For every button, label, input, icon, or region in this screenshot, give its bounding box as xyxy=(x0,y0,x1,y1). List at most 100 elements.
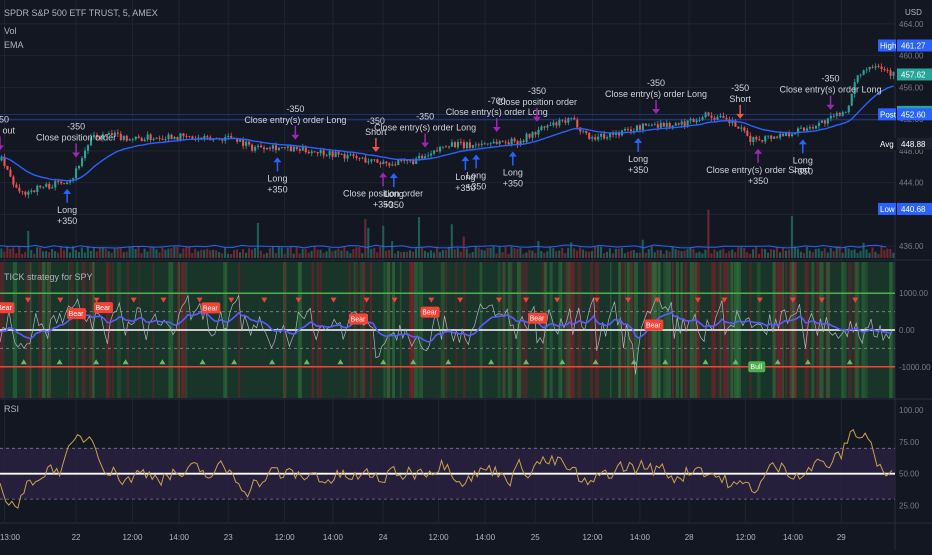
candle-body xyxy=(292,146,295,152)
candle-body xyxy=(468,142,471,148)
candle-body xyxy=(740,127,743,129)
signal-qty-label: +350 xyxy=(628,165,648,175)
volume-bar xyxy=(206,248,209,258)
volume-bar xyxy=(713,249,716,258)
candle-body xyxy=(501,141,504,143)
time-axis-label: 23 xyxy=(224,533,233,542)
long-signal-arrow xyxy=(508,151,517,157)
candle-body xyxy=(155,137,158,139)
candle-body xyxy=(573,117,576,120)
signal-order-label: ped out xyxy=(0,125,16,135)
volume-bar xyxy=(283,253,286,258)
tick-axis-label: 0.00 xyxy=(899,326,915,335)
candle-body xyxy=(51,187,54,189)
volume-bar xyxy=(772,249,776,258)
volume-bar xyxy=(859,250,862,258)
volume-bar xyxy=(874,251,877,258)
volume-bar xyxy=(838,246,841,258)
candle-body xyxy=(477,144,480,146)
candle-body xyxy=(561,119,564,121)
close-signal-arrow xyxy=(291,134,300,140)
volume-bar xyxy=(286,247,289,258)
volume-indicator-label[interactable]: Vol xyxy=(4,26,17,36)
volume-bar xyxy=(528,249,531,258)
candle-body xyxy=(355,156,358,158)
candle-body xyxy=(110,133,113,136)
volume-bar xyxy=(250,249,253,258)
bear-label: Bear xyxy=(0,305,13,312)
candle-body xyxy=(295,146,298,150)
candle-body xyxy=(805,128,809,131)
candle-body xyxy=(21,191,24,193)
price-tag-name: High xyxy=(880,41,896,50)
candle-body xyxy=(298,149,301,151)
candle-body xyxy=(743,127,746,131)
sell-marker xyxy=(261,297,268,303)
volume-bar xyxy=(27,230,30,258)
sell-marker xyxy=(363,297,370,303)
volume-bar xyxy=(21,253,24,258)
volume-bar xyxy=(516,248,519,258)
volume-bar xyxy=(761,248,764,258)
price-tick-label: 464.00 xyxy=(899,20,924,29)
candle-body xyxy=(892,72,895,76)
candle-body xyxy=(865,69,868,71)
volume-bar xyxy=(489,247,492,258)
candle-body xyxy=(853,82,856,94)
volume-bar xyxy=(382,225,385,258)
volume-bar xyxy=(152,247,155,258)
volume-bar xyxy=(883,250,886,258)
volume-bar xyxy=(301,248,304,258)
price-tag-value-bg xyxy=(897,108,932,121)
candle-body xyxy=(489,143,492,145)
volume-bar xyxy=(749,253,752,258)
volume-bar xyxy=(802,252,805,258)
volume-bar xyxy=(823,248,826,258)
close-signal-arrow xyxy=(826,104,835,110)
ema-indicator-label[interactable]: EMA xyxy=(4,40,24,50)
volume-bar xyxy=(677,250,680,258)
symbol-title[interactable]: SPDR S&P 500 ETF TRUST, 5, AMEX xyxy=(4,8,158,18)
volume-bar xyxy=(140,253,143,258)
candle-body xyxy=(758,139,761,141)
signal-qty-label: -350 xyxy=(286,104,304,114)
candle-body xyxy=(531,132,534,138)
close-signal-arrow xyxy=(0,145,4,151)
candle-body xyxy=(104,134,107,136)
candle-body xyxy=(683,121,686,127)
candle-body xyxy=(140,138,143,142)
candle-body xyxy=(158,137,161,139)
volume-bar xyxy=(167,248,170,258)
volume-bar xyxy=(131,246,134,258)
candles-group xyxy=(0,63,895,199)
volume-bar xyxy=(507,253,510,258)
candle-body xyxy=(60,181,63,184)
price-tag-name: Low xyxy=(880,205,895,214)
candle-body xyxy=(755,137,758,140)
candle-body xyxy=(63,183,66,185)
tick-strategy-title[interactable]: TICK strategy for SPY xyxy=(4,272,93,282)
long-signal-arrow xyxy=(389,173,398,179)
sell-marker xyxy=(196,297,203,303)
candle-body xyxy=(737,126,740,129)
candle-body xyxy=(400,159,403,162)
candle-body xyxy=(188,136,191,138)
volume-bar xyxy=(474,246,477,258)
candle-body xyxy=(862,70,865,75)
volume-bar xyxy=(880,246,883,258)
volume-bar xyxy=(862,242,865,258)
volume-bar xyxy=(265,252,268,258)
rsi-title[interactable]: RSI xyxy=(4,404,20,414)
candle-body xyxy=(832,115,835,117)
volume-bar xyxy=(689,247,692,258)
signal-order-label: Long xyxy=(267,173,287,183)
volume-bar xyxy=(391,241,394,258)
sell-marker xyxy=(523,297,530,303)
sell-marker xyxy=(428,297,435,303)
volume-bar xyxy=(716,251,719,258)
volume-bar xyxy=(56,252,60,258)
volume-bar xyxy=(340,250,343,258)
candle-body xyxy=(537,129,540,135)
